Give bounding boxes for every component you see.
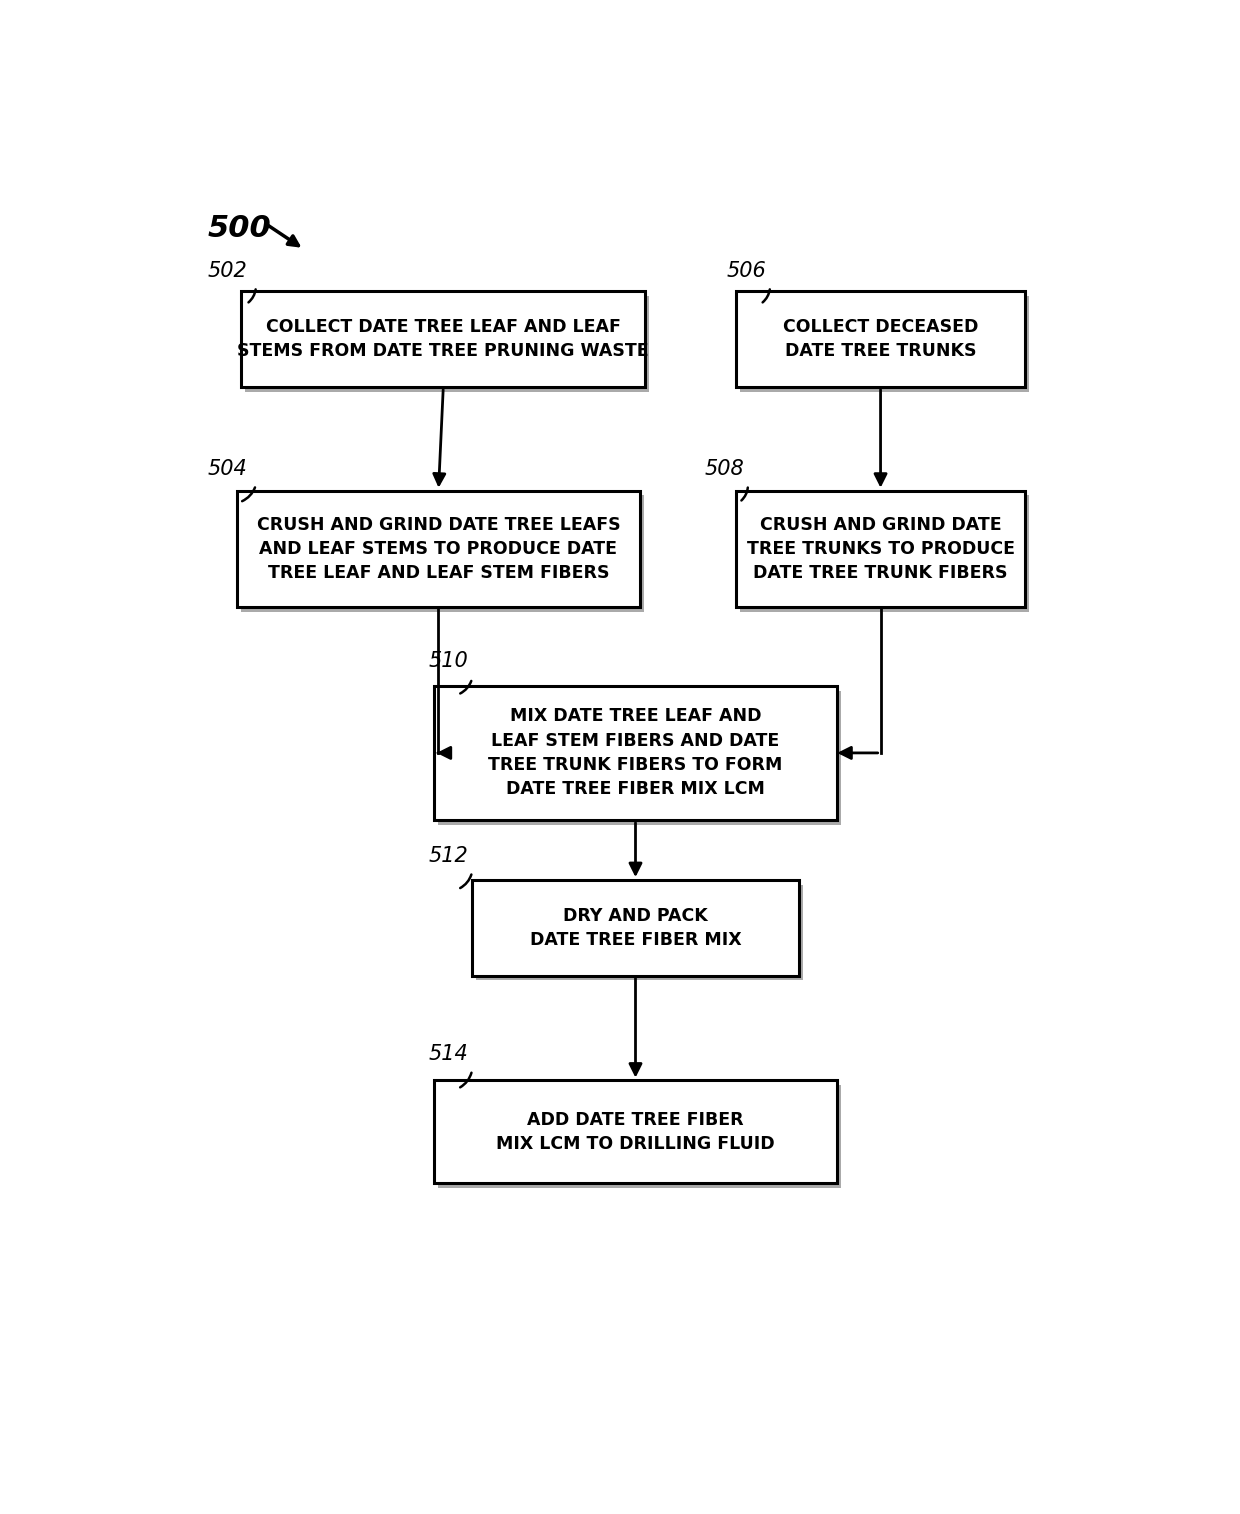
Bar — [434, 1081, 837, 1182]
Text: COLLECT DATE TREE LEAF AND LEAF
STEMS FROM DATE TREE PRUNING WASTE: COLLECT DATE TREE LEAF AND LEAF STEMS FR… — [238, 318, 649, 360]
Text: 506: 506 — [727, 260, 766, 280]
Bar — [737, 491, 1024, 607]
Bar — [438, 1086, 841, 1188]
Text: DRY AND PACK
DATE TREE FIBER MIX: DRY AND PACK DATE TREE FIBER MIX — [529, 907, 742, 949]
Bar — [472, 880, 799, 975]
Text: 502: 502 — [208, 260, 248, 280]
Text: 504: 504 — [208, 459, 248, 478]
Text: 512: 512 — [429, 846, 469, 866]
Text: 510: 510 — [429, 651, 469, 671]
Bar — [237, 491, 640, 607]
Text: 514: 514 — [429, 1045, 469, 1064]
Text: MIX DATE TREE LEAF AND
LEAF STEM FIBERS AND DATE
TREE TRUNK FIBERS TO FORM
DATE : MIX DATE TREE LEAF AND LEAF STEM FIBERS … — [489, 707, 782, 798]
Bar — [434, 686, 837, 821]
Text: 508: 508 — [704, 459, 744, 478]
Bar — [438, 690, 841, 825]
Text: ADD DATE TREE FIBER
MIX LCM TO DRILLING FLUID: ADD DATE TREE FIBER MIX LCM TO DRILLING … — [496, 1111, 775, 1154]
Text: CRUSH AND GRIND DATE
TREE TRUNKS TO PRODUCE
DATE TREE TRUNK FIBERS: CRUSH AND GRIND DATE TREE TRUNKS TO PROD… — [746, 516, 1014, 583]
Bar — [242, 291, 645, 388]
Bar — [246, 295, 649, 392]
Bar — [241, 495, 644, 612]
Bar — [476, 884, 802, 980]
Text: CRUSH AND GRIND DATE TREE LEAFS
AND LEAF STEMS TO PRODUCE DATE
TREE LEAF AND LEA: CRUSH AND GRIND DATE TREE LEAFS AND LEAF… — [257, 516, 620, 583]
Bar — [740, 295, 1028, 392]
Bar — [740, 495, 1028, 612]
Bar — [737, 291, 1024, 388]
Text: COLLECT DECEASED
DATE TREE TRUNKS: COLLECT DECEASED DATE TREE TRUNKS — [782, 318, 978, 360]
Text: 500: 500 — [208, 215, 272, 244]
